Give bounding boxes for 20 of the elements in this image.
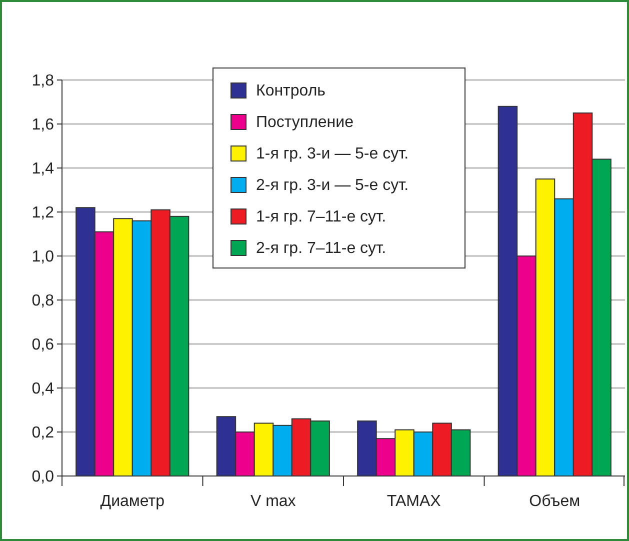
y-tick-label: 0,6 — [32, 336, 54, 354]
legend-label: Контроль — [256, 82, 326, 100]
y-tick-label: 0,0 — [32, 468, 54, 486]
y-tick-label: 0,8 — [32, 292, 54, 310]
x-tick-label: Объем — [529, 493, 580, 510]
x-tick-label: Диаметр — [100, 493, 165, 510]
y-tick-label: 0,4 — [32, 380, 54, 398]
y-tick-label: 1,4 — [32, 160, 54, 178]
legend-label: 1-я гр. 7–11-е сут. — [256, 208, 386, 226]
x-tick-label: TAMAX — [386, 493, 442, 510]
y-tick-label: 1,8 — [32, 72, 54, 90]
y-tick-label: 1,0 — [32, 248, 54, 266]
y-tick-label: 1,6 — [32, 116, 54, 134]
legend-label: 2-я гр. 3-и — 5-е сут. — [256, 177, 409, 194]
y-tick-label: 1,2 — [32, 204, 54, 222]
legend-label: 1-я гр. 3-и — 5-е сут. — [256, 146, 409, 163]
legend-label: Поступление — [256, 114, 354, 132]
y-tick-label: 0,2 — [32, 424, 54, 442]
legend-label: 2-я гр. 7–11-е сут. — [256, 240, 386, 258]
x-tick-label: V max — [250, 493, 296, 510]
